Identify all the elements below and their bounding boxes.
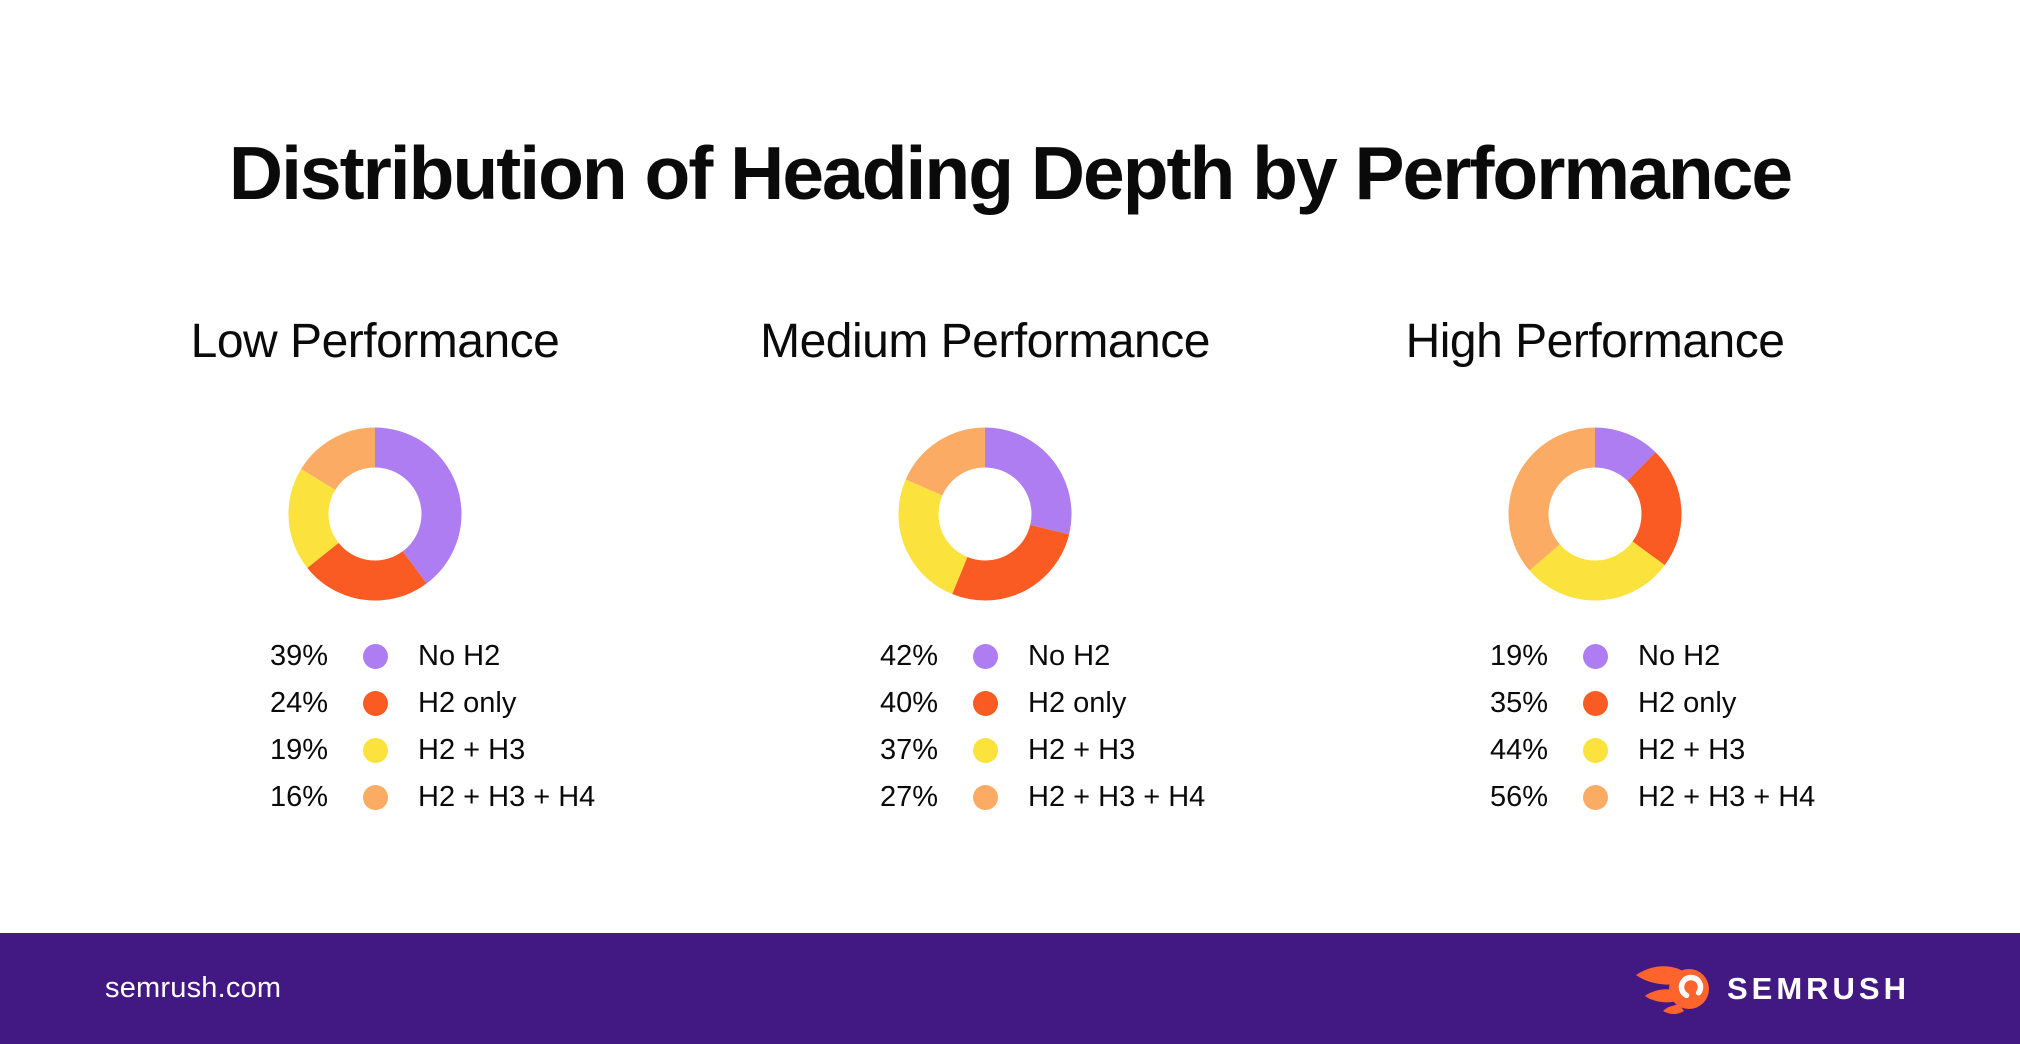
legend-value: 24% xyxy=(269,687,328,719)
legend-value: 19% xyxy=(1489,640,1548,672)
legend-label: H2 only xyxy=(1028,687,1127,719)
legend-dot-icon xyxy=(363,785,388,810)
donut-segment-h2-only xyxy=(898,427,1072,601)
legend-row: 16% H2 + H3 + H4 xyxy=(70,783,680,812)
legend-dot-icon xyxy=(363,644,388,669)
legend-label: H2 + H3 + H4 xyxy=(1028,781,1206,813)
donut-segment-h2-only xyxy=(1508,427,1682,601)
donut-segment-h2-h3-h4 xyxy=(898,427,1072,601)
legend-value: 37% xyxy=(879,734,938,766)
legend-value: 40% xyxy=(879,687,938,719)
legend-label: No H2 xyxy=(1028,640,1111,672)
legend-row: 56% H2 + H3 + H4 xyxy=(1290,783,1900,812)
legend-dot-icon xyxy=(1583,738,1608,763)
legend-row: 44% H2 + H3 xyxy=(1290,736,1900,765)
legend-dot-icon xyxy=(973,785,998,810)
legend-value: 44% xyxy=(1489,734,1548,766)
donut-segment-h2-h3-h4 xyxy=(1508,427,1682,601)
legend-label: H2 + H3 + H4 xyxy=(418,781,596,813)
legend-row: 24% H2 only xyxy=(70,689,680,718)
legend-value: 27% xyxy=(879,781,938,813)
legend-label: No H2 xyxy=(418,640,501,672)
chart-column-1: Medium Performance 42% No H2 40% H2 only 37% H… xyxy=(680,312,1290,830)
legend-row: 39% No H2 xyxy=(70,642,680,671)
legend-dot-icon xyxy=(363,691,388,716)
donut-segment-h2-h3 xyxy=(898,427,1072,601)
website-link[interactable]: semrush.com xyxy=(105,972,282,1004)
donut-chart xyxy=(898,427,1072,601)
legend: 19% No H2 35% H2 only 44% H2 + H3 56% H2 + H3 +… xyxy=(1290,642,1900,812)
legend-label: H2 only xyxy=(418,687,517,719)
page-title: Distribution of Heading Depth by Perform… xyxy=(228,131,1793,215)
legend-row: 40% H2 only xyxy=(680,689,1290,718)
legend-label: H2 + H3 xyxy=(1028,734,1136,766)
legend-dot-icon xyxy=(1583,691,1608,716)
legend-row: 35% H2 only xyxy=(1290,689,1900,718)
legend-value: 56% xyxy=(1489,781,1548,813)
legend-row: 19% No H2 xyxy=(1290,642,1900,671)
donut-segment-h2-only xyxy=(288,427,462,601)
legend-value: 35% xyxy=(1489,687,1548,719)
legend-dot-icon xyxy=(973,691,998,716)
chart-title: Low Performance xyxy=(190,315,560,368)
semrush-logo: SEMRUSH xyxy=(1633,958,1910,1020)
legend: 39% No H2 24% H2 only 19% H2 + H3 16% H2 + H3 +… xyxy=(70,642,680,812)
legend-label: H2 + H3 xyxy=(418,734,526,766)
logo-text: SEMRUSH xyxy=(1726,970,1910,1006)
legend-label: H2 + H3 xyxy=(1638,734,1746,766)
donut-segment-h2-h3 xyxy=(288,427,462,601)
chart-column-2: High Performance 19% No H2 35% H2 only 44% H2 … xyxy=(1290,312,1900,830)
charts-row: Low Performance 39% No H2 24% H2 only 19% H2 +… xyxy=(70,312,1900,830)
legend-dot-icon xyxy=(973,644,998,669)
legend: 42% No H2 40% H2 only 37% H2 + H3 27% H2 + H3 +… xyxy=(680,642,1290,812)
footer: semrush.com SEMRUSH xyxy=(0,933,2020,1044)
donut-segment-h2-h3-h4 xyxy=(288,427,462,601)
legend-label: H2 + H3 + H4 xyxy=(1638,781,1816,813)
legend-value: 42% xyxy=(879,640,938,672)
legend-label: No H2 xyxy=(1638,640,1721,672)
legend-value: 16% xyxy=(269,781,328,813)
chart-title: Medium Performance xyxy=(760,315,1210,368)
donut-segment-h2-h3 xyxy=(1508,427,1682,601)
legend-row: 27% H2 + H3 + H4 xyxy=(680,783,1290,812)
legend-label: H2 only xyxy=(1638,687,1737,719)
legend-row: 37% H2 + H3 xyxy=(680,736,1290,765)
donut-chart xyxy=(288,427,462,601)
legend-dot-icon xyxy=(1583,785,1608,810)
chart-column-0: Low Performance 39% No H2 24% H2 only 19% H2 +… xyxy=(70,312,680,830)
legend-dot-icon xyxy=(363,738,388,763)
legend-dot-icon xyxy=(1583,644,1608,669)
semrush-flame-icon xyxy=(1635,965,1709,1014)
chart-title: High Performance xyxy=(1405,315,1785,368)
legend-row: 19% H2 + H3 xyxy=(70,736,680,765)
legend-row: 42% No H2 xyxy=(680,642,1290,671)
legend-dot-icon xyxy=(973,738,998,763)
donut-chart xyxy=(1508,427,1682,601)
legend-value: 19% xyxy=(269,734,328,766)
legend-value: 39% xyxy=(269,640,328,672)
